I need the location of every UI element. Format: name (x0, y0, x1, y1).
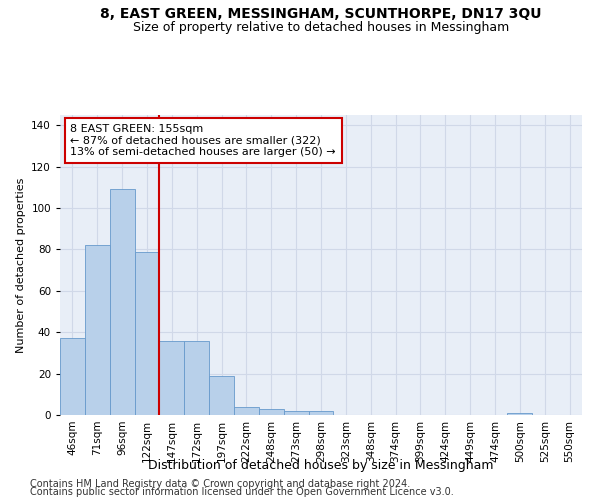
Text: 8, EAST GREEN, MESSINGHAM, SCUNTHORPE, DN17 3QU: 8, EAST GREEN, MESSINGHAM, SCUNTHORPE, D… (100, 8, 542, 22)
Text: Distribution of detached houses by size in Messingham: Distribution of detached houses by size … (148, 460, 494, 472)
Bar (60, 338, 85, 415)
Text: 8 EAST GREEN: 155sqm
← 87% of detached houses are smaller (322)
13% of semi-deta: 8 EAST GREEN: 155sqm ← 87% of detached h… (70, 124, 336, 157)
Text: Size of property relative to detached houses in Messingham: Size of property relative to detached ho… (133, 21, 509, 34)
Text: Contains public sector information licensed under the Open Government Licence v3: Contains public sector information licen… (30, 487, 454, 497)
Bar (308, 411, 334, 415)
Text: Contains HM Land Registry data © Crown copyright and database right 2024.: Contains HM Land Registry data © Crown c… (30, 479, 410, 489)
Bar (259, 409, 284, 415)
Bar (160, 340, 184, 415)
Y-axis label: Number of detached properties: Number of detached properties (16, 178, 26, 352)
Bar (209, 376, 234, 415)
Bar (85, 246, 110, 415)
Bar (234, 406, 259, 415)
Bar (508, 413, 532, 415)
Bar (284, 411, 308, 415)
Bar (184, 340, 209, 415)
Bar (134, 252, 160, 415)
Bar (110, 190, 134, 415)
